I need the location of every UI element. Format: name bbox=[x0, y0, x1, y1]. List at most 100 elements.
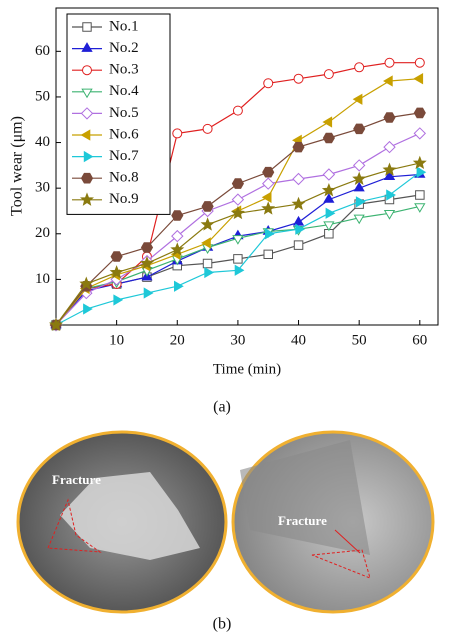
marker bbox=[261, 191, 272, 203]
marker bbox=[140, 242, 154, 253]
marker bbox=[292, 215, 305, 226]
marker bbox=[413, 107, 426, 119]
marker bbox=[232, 105, 243, 116]
marker bbox=[202, 123, 213, 134]
marker bbox=[416, 166, 427, 178]
marker bbox=[170, 242, 185, 256]
photo-right bbox=[231, 430, 435, 614]
marker bbox=[230, 205, 245, 220]
legend-label: No.1 bbox=[109, 18, 139, 34]
y-tick-label: 60 bbox=[35, 43, 50, 59]
annotation: Fracture bbox=[278, 513, 327, 528]
marker bbox=[172, 128, 183, 139]
marker bbox=[383, 75, 393, 87]
x-tick-label: 10 bbox=[109, 332, 124, 348]
marker bbox=[231, 193, 245, 206]
legend-marker bbox=[81, 88, 93, 99]
y-axis-label: Tool wear (μm) bbox=[9, 116, 26, 216]
marker bbox=[325, 207, 336, 219]
legend-label: No.9 bbox=[109, 191, 139, 207]
marker bbox=[383, 170, 396, 180]
marker bbox=[321, 183, 336, 197]
fracture-outline bbox=[47, 498, 102, 553]
legend-label: No.6 bbox=[109, 126, 139, 142]
marker bbox=[352, 171, 367, 186]
x-tick-label: 60 bbox=[412, 332, 427, 348]
marker bbox=[322, 116, 333, 128]
marker bbox=[201, 201, 214, 212]
legend-label: No.4 bbox=[109, 83, 139, 99]
marker bbox=[49, 317, 63, 332]
panel-label: (b) bbox=[213, 616, 232, 633]
marker bbox=[109, 265, 124, 279]
marker bbox=[293, 73, 304, 84]
marker bbox=[263, 249, 273, 259]
marker bbox=[383, 210, 396, 220]
fracture-outline bbox=[311, 549, 371, 579]
legend-marker bbox=[81, 42, 93, 52]
marker bbox=[234, 264, 245, 276]
marker bbox=[292, 141, 305, 153]
legend-label: No.2 bbox=[109, 40, 139, 56]
plot-frame bbox=[55, 7, 439, 326]
marker bbox=[171, 229, 184, 243]
x-tick-label: 30 bbox=[230, 332, 245, 348]
marker bbox=[293, 240, 304, 250]
marker bbox=[79, 276, 94, 290]
marker bbox=[413, 127, 427, 140]
marker bbox=[232, 235, 244, 245]
marker bbox=[382, 162, 397, 176]
marker bbox=[323, 69, 334, 80]
panel-label: (a) bbox=[213, 399, 231, 416]
marker bbox=[383, 112, 396, 123]
marker bbox=[353, 181, 365, 192]
legend-label: No.8 bbox=[109, 170, 139, 186]
marker bbox=[323, 221, 335, 232]
x-axis-label: Time (min) bbox=[213, 361, 281, 377]
marker bbox=[113, 294, 124, 306]
marker bbox=[323, 193, 335, 203]
marker bbox=[202, 258, 213, 269]
legend-marker bbox=[80, 172, 94, 184]
marker bbox=[414, 57, 425, 68]
marker bbox=[200, 217, 215, 231]
marker bbox=[412, 155, 427, 169]
annotation: Fracture bbox=[52, 472, 101, 487]
marker bbox=[322, 132, 335, 144]
marker bbox=[291, 196, 306, 211]
y-tick-label: 40 bbox=[35, 134, 50, 150]
marker bbox=[201, 237, 211, 249]
marker bbox=[414, 203, 426, 213]
legend-marker bbox=[80, 129, 91, 141]
marker bbox=[261, 177, 275, 190]
series-line bbox=[55, 205, 420, 326]
marker bbox=[231, 178, 244, 189]
y-tick-label: 30 bbox=[35, 180, 50, 196]
marker bbox=[292, 172, 305, 186]
marker bbox=[143, 287, 154, 299]
marker bbox=[383, 140, 396, 154]
x-tick-label: 50 bbox=[352, 332, 367, 348]
marker bbox=[233, 254, 243, 264]
marker bbox=[415, 190, 425, 200]
legend-marker bbox=[80, 192, 94, 206]
marker bbox=[171, 210, 184, 221]
marker bbox=[386, 189, 396, 201]
marker bbox=[295, 223, 305, 235]
legend-marker bbox=[82, 22, 92, 32]
marker bbox=[355, 196, 366, 208]
marker bbox=[174, 280, 184, 292]
marker bbox=[262, 166, 275, 178]
marker bbox=[352, 159, 366, 172]
marker bbox=[110, 251, 123, 262]
legend-label: No.7 bbox=[109, 148, 139, 164]
marker bbox=[352, 93, 363, 105]
marker bbox=[83, 303, 93, 315]
tool-tip bbox=[60, 472, 200, 560]
marker bbox=[139, 256, 155, 270]
tool-tip bbox=[240, 440, 370, 555]
legend-marker bbox=[82, 65, 92, 76]
arrow bbox=[334, 529, 361, 554]
marker bbox=[265, 228, 275, 240]
